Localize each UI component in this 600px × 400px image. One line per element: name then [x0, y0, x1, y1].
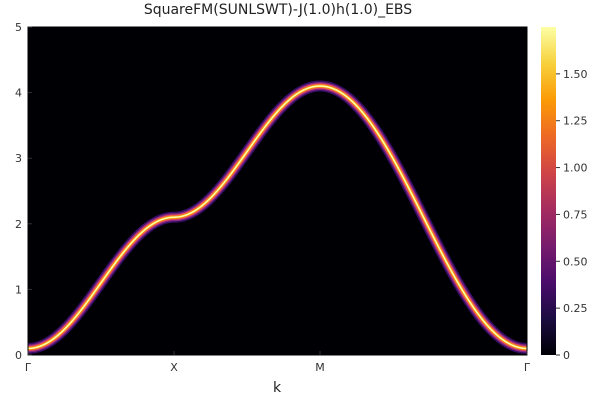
x-tick-label: M: [315, 361, 325, 374]
y-tick-label: 5: [15, 21, 22, 34]
colorbar-tick-label: 1.50: [563, 68, 588, 81]
x-axis-label: k: [273, 380, 282, 396]
plot-frame: [27, 26, 528, 356]
colorbar-axis: 0 0.25 0.50 0.75 1.00 1.25 1.50: [556, 68, 588, 362]
colorbar: [541, 27, 556, 355]
colorbar-tick-label: 0.50: [563, 255, 588, 268]
colorbar-tick-label: 0.75: [563, 208, 588, 221]
colorbar-tick-label: 1.00: [563, 162, 588, 175]
y-axis: 0 1 2 3 4 5: [15, 21, 32, 362]
band-line-layer-4: [27, 85, 528, 350]
y-tick-label: 2: [15, 218, 22, 231]
y-tick-label: 0: [15, 349, 22, 362]
y-tick-label: 4: [15, 87, 22, 100]
y-tick-label: 3: [15, 152, 22, 165]
colorbar-tick-label: 0: [563, 349, 570, 362]
x-tick-label: Γ: [524, 361, 531, 374]
x-tick-label: X: [170, 361, 178, 374]
y-tick-label: 1: [15, 283, 22, 296]
colorbar-tick-label: 1.25: [563, 115, 588, 128]
plot-background: [28, 27, 527, 355]
x-tick-label: Γ: [25, 361, 32, 374]
colorbar-tick-label: 0.25: [563, 302, 588, 315]
band-layer: [23, 80, 532, 354]
chart-title: SquareFM(SUNLSWT)-J(1.0)h(1.0)_EBS: [144, 2, 412, 18]
